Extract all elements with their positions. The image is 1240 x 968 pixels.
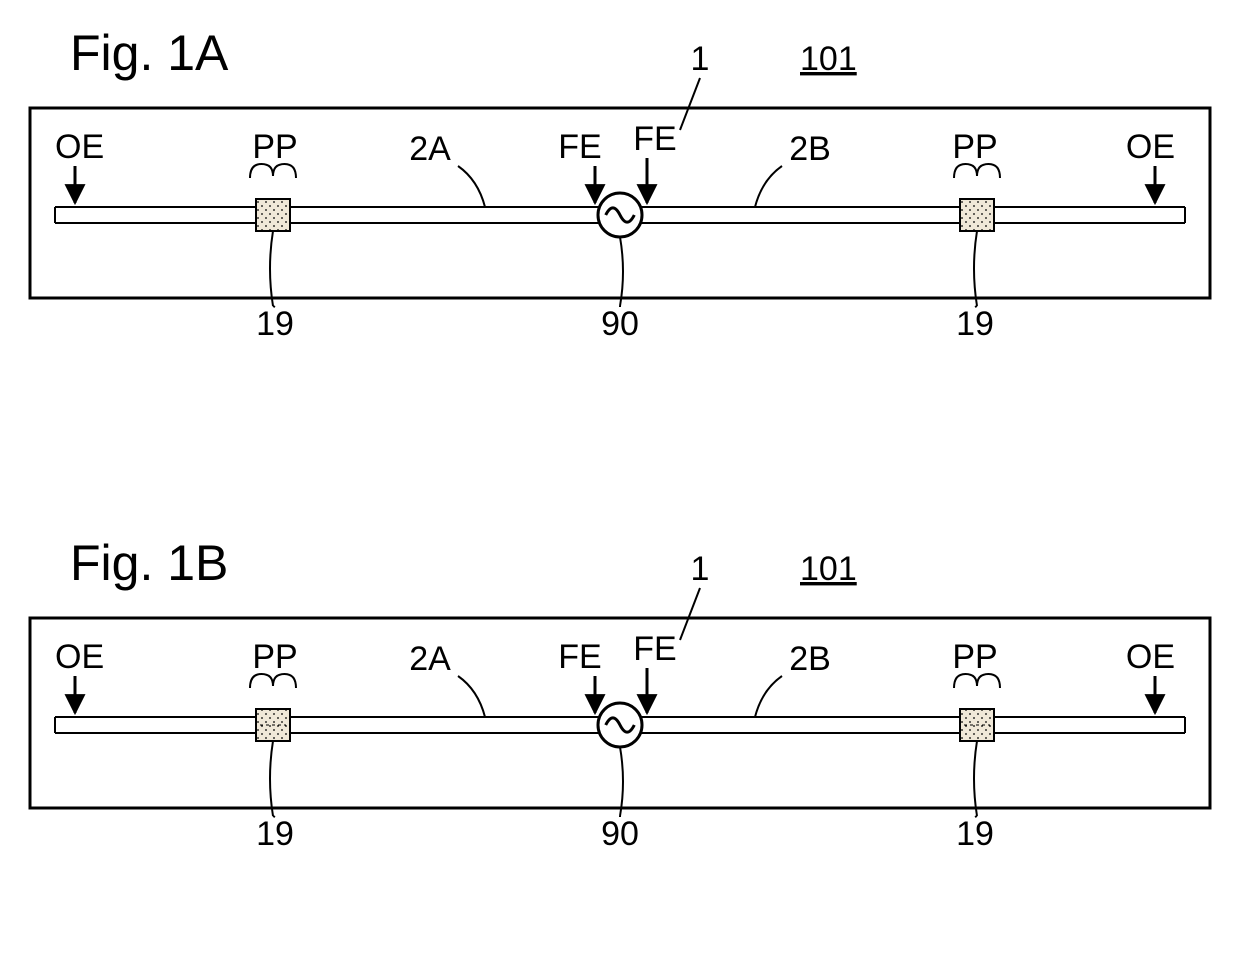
ref-101: 101 bbox=[800, 550, 857, 588]
ref-1: 1 bbox=[691, 550, 710, 588]
label-pp-left: PP bbox=[252, 128, 297, 166]
figure-title: Fig. 1A bbox=[70, 25, 229, 81]
label-fe-2: FE bbox=[633, 120, 676, 158]
ref-90: 90 bbox=[601, 305, 639, 343]
lead-1 bbox=[680, 78, 700, 130]
label-fe-1: FE bbox=[558, 128, 601, 166]
label-oe-right: OE bbox=[1126, 128, 1175, 166]
ref-19-left: 19 bbox=[256, 305, 294, 343]
ref-90: 90 bbox=[601, 815, 639, 853]
label-2a: 2A bbox=[409, 130, 451, 168]
label-pp-right: PP bbox=[952, 638, 997, 676]
lead-1 bbox=[680, 588, 700, 640]
ref-101: 101 bbox=[800, 40, 857, 78]
ref-19-right: 19 bbox=[956, 815, 994, 853]
label-oe-left: OE bbox=[55, 638, 104, 676]
ref-19-left: 19 bbox=[256, 815, 294, 853]
figure-title: Fig. 1B bbox=[70, 535, 228, 591]
label-2b: 2B bbox=[789, 130, 831, 168]
label-2a: 2A bbox=[409, 640, 451, 678]
label-pp-right: PP bbox=[952, 128, 997, 166]
label-pp-left: PP bbox=[252, 638, 297, 676]
figure-1b: Fig. 1B 1 101 OE OE PP PP 2A 2B FE FE 19 90 19 bbox=[30, 535, 1210, 853]
ref-1: 1 bbox=[691, 40, 710, 78]
ref-19-right: 19 bbox=[956, 305, 994, 343]
label-fe-1: FE bbox=[558, 638, 601, 676]
label-oe-left: OE bbox=[55, 128, 104, 166]
label-oe-right: OE bbox=[1126, 638, 1175, 676]
label-fe-2: FE bbox=[633, 630, 676, 668]
figure-1a: Fig. 1A 1 101 OE OE PP PP 2A 2B FE FE 19 90 19 bbox=[30, 25, 1210, 343]
label-2b: 2B bbox=[789, 640, 831, 678]
